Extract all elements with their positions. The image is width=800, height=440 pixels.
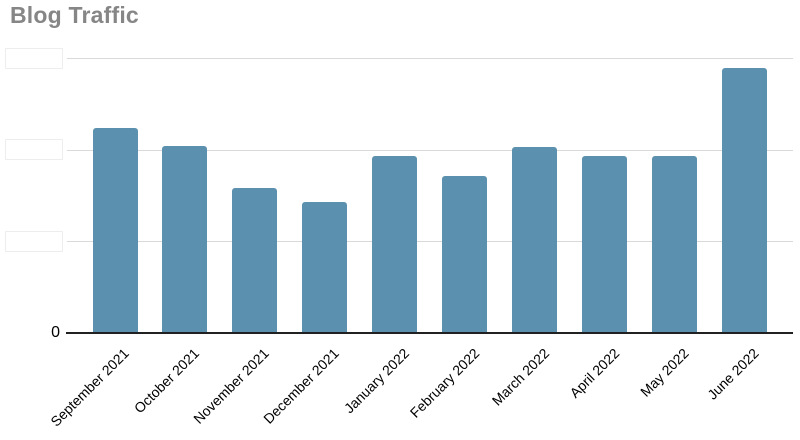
x-axis-label: June 2022 xyxy=(704,345,762,403)
bar xyxy=(512,146,558,333)
x-axis-line xyxy=(66,332,793,334)
x-axis-label: May 2022 xyxy=(637,345,692,400)
redacted-ytick-box xyxy=(5,230,63,252)
gridline xyxy=(67,241,793,243)
x-axis-label: February 2022 xyxy=(406,345,483,421)
bar xyxy=(442,176,488,333)
x-axis-label: April 2022 xyxy=(566,345,623,401)
chart-title: Blog Traffic xyxy=(10,2,139,28)
bar xyxy=(92,127,138,333)
bar xyxy=(162,146,208,333)
bar xyxy=(582,156,628,333)
bar xyxy=(302,201,348,333)
redacted-ytick-box xyxy=(5,139,63,161)
bar xyxy=(232,188,278,333)
x-axis-label: September 2021 xyxy=(47,345,133,430)
gridline xyxy=(67,58,793,59)
gridline xyxy=(67,149,793,151)
bar xyxy=(722,68,768,333)
y-axis-zero-label: 0 xyxy=(51,324,60,341)
redacted-ytick-box xyxy=(5,47,63,69)
bar xyxy=(372,156,418,333)
x-axis-label: October 2021 xyxy=(131,345,203,417)
x-axis-label: December 2021 xyxy=(260,345,343,427)
x-axis-label: March 2022 xyxy=(488,345,553,409)
bar xyxy=(652,156,698,333)
x-axis-label: January 2022 xyxy=(340,345,413,417)
